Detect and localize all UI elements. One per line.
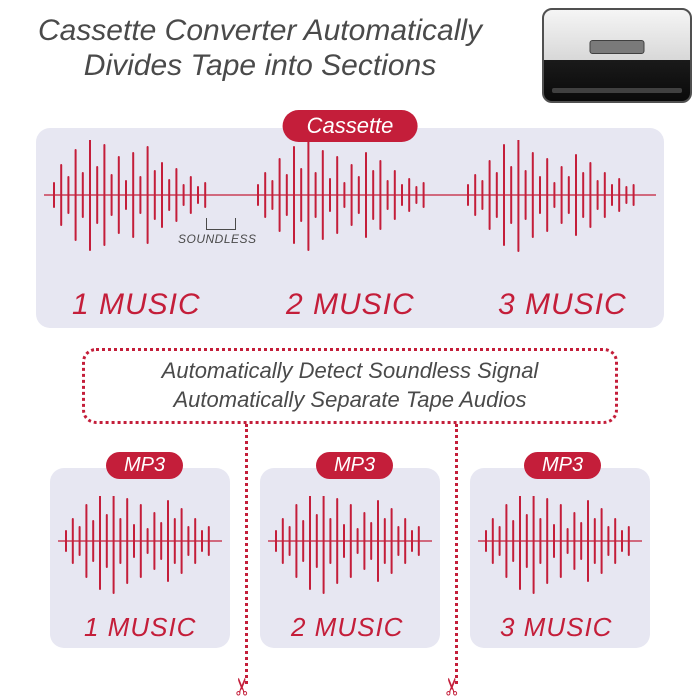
page-heading: Cassette Converter Automatically Divides… <box>20 14 500 83</box>
soundless-bracket <box>206 218 236 230</box>
cut-line-1 <box>245 424 248 684</box>
music-label-small-1: 1 MUSIC <box>84 612 196 643</box>
music-label-small-3: 3 MUSIC <box>500 612 612 643</box>
music-label-1: 1 MUSIC <box>72 288 201 322</box>
detect-line-1: Automatically Detect Soundless Signal <box>162 357 539 386</box>
music-label-3: 3 MUSIC <box>498 288 627 322</box>
soundless-label: SOUNDLESS <box>178 232 257 246</box>
waveform-small-2 <box>260 496 440 596</box>
waveform-top <box>36 140 664 260</box>
heading-line-2: Divides Tape into Sections <box>84 49 436 82</box>
heading-line-1: Cassette Converter Automatically <box>38 14 482 47</box>
device-controls-strip <box>552 88 682 93</box>
waveform-small-3 <box>470 496 650 596</box>
mp3-badge-1: MP3 <box>106 452 183 479</box>
detect-description-box: Automatically Detect Soundless Signal Au… <box>82 348 618 424</box>
cassette-device-image <box>542 8 692 108</box>
detect-line-2: Automatically Separate Tape Audios <box>173 386 526 415</box>
device-body <box>542 8 692 103</box>
scissors-icon-2: ✂ <box>439 676 468 696</box>
music-label-2: 2 MUSIC <box>286 288 415 322</box>
waveform-small-1 <box>50 496 230 596</box>
mp3-badge-3: MP3 <box>524 452 601 479</box>
cassette-badge: Cassette <box>283 110 418 142</box>
scissors-icon-1: ✂ <box>229 676 258 696</box>
mp3-badge-2: MP3 <box>316 452 393 479</box>
cut-line-2 <box>455 424 458 684</box>
music-label-small-2: 2 MUSIC <box>291 612 403 643</box>
device-window <box>590 40 645 54</box>
